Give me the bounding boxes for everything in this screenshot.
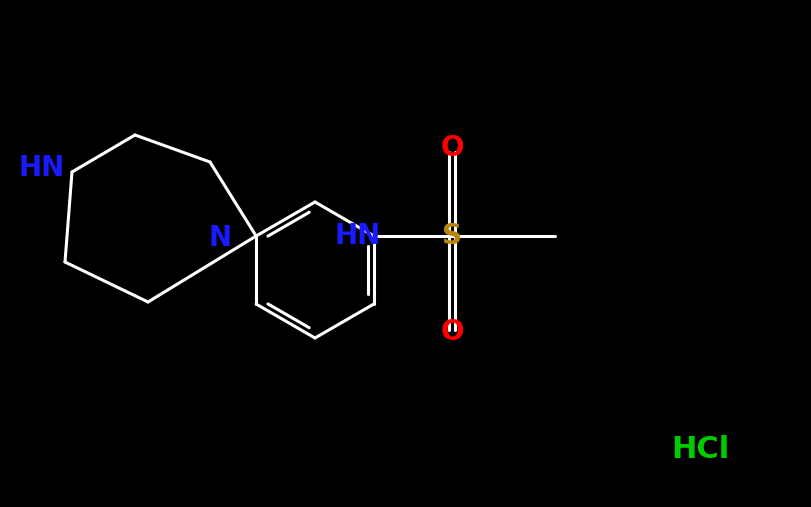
Text: S: S	[441, 222, 461, 250]
Text: HCl: HCl	[670, 436, 728, 464]
Text: HN: HN	[19, 154, 65, 182]
Text: O: O	[440, 134, 463, 162]
Text: O: O	[440, 318, 463, 346]
Text: N: N	[208, 224, 231, 252]
Text: HN: HN	[334, 222, 380, 250]
